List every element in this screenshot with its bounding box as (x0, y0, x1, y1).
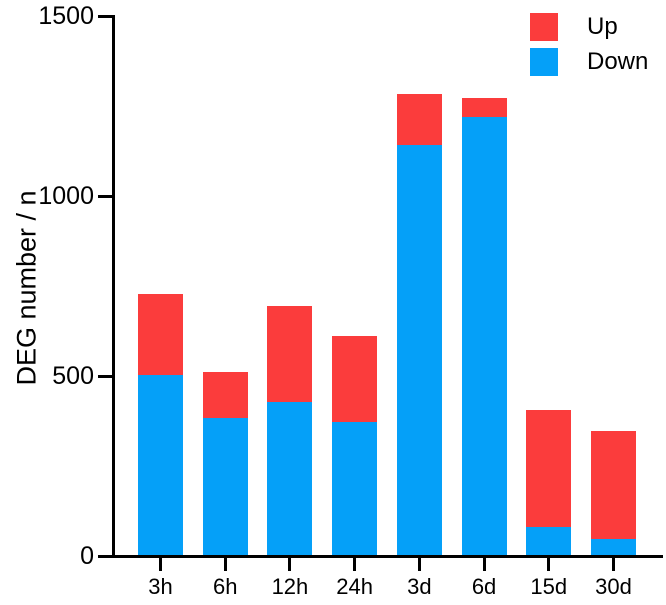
legend-swatch-up-icon (530, 13, 558, 41)
y-tick-label: 0 (80, 542, 94, 570)
bar-segment-up-24h (332, 336, 378, 422)
x-tick-label: 6d (471, 574, 497, 599)
x-tick-mark (611, 558, 615, 571)
x-axis-line (112, 555, 663, 558)
x-tick-mark (159, 558, 162, 571)
x-tick-label: 3h (148, 574, 173, 599)
x-tick-mark (353, 558, 357, 571)
bar-segment-down-3d (396, 144, 442, 555)
bar-segment-up-30d (590, 430, 636, 539)
y-tick-label: 1500 (38, 2, 94, 30)
y-axis-title: DEG number / n (11, 190, 42, 386)
bar-segment-down-12h (267, 402, 313, 555)
y-tick-mark (98, 555, 113, 558)
bar-segment-up-15d (526, 409, 572, 527)
x-tick-label: 30d (595, 574, 632, 599)
x-tick-mark (288, 558, 292, 571)
legend-swatch-down-icon (530, 48, 558, 76)
legend-item-up: Up (530, 13, 648, 41)
y-tick-mark (98, 375, 113, 378)
y-tick-label: 500 (52, 362, 94, 390)
x-tick-label: 15d (530, 574, 568, 599)
bar-segment-down-6d (461, 116, 507, 555)
bar-segment-down-15d (526, 526, 572, 555)
y-tick-mark (98, 195, 113, 198)
x-tick-mark (547, 558, 551, 571)
x-tick-mark (482, 558, 486, 571)
bar-segment-up-6h (202, 372, 248, 419)
bar-segment-down-30d (590, 538, 636, 555)
x-tick-label: 24h (336, 574, 373, 599)
y-axis-line (112, 15, 115, 558)
x-tick-label: 6h (212, 574, 238, 599)
x-tick-mark (223, 558, 227, 571)
bar-segment-down-3h (138, 375, 183, 555)
bar-segment-down-24h (332, 421, 378, 555)
x-tick-label: 12h (271, 574, 309, 599)
y-tick-label: 1000 (38, 182, 94, 210)
legend-item-down: Down (530, 48, 648, 76)
x-tick-label: 3d (407, 574, 432, 599)
y-tick-mark (98, 15, 113, 18)
x-tick-mark (417, 558, 421, 571)
legend-label-down: Down (587, 48, 649, 75)
legend-label-up: Up (587, 13, 618, 40)
bar-segment-up-6d (461, 97, 507, 117)
legend: Up Down (530, 13, 648, 83)
bar-segment-up-3d (396, 94, 442, 145)
bar-segment-up-3h (138, 294, 183, 375)
bar-segment-up-12h (267, 305, 313, 402)
bar-segment-down-6h (202, 418, 248, 555)
